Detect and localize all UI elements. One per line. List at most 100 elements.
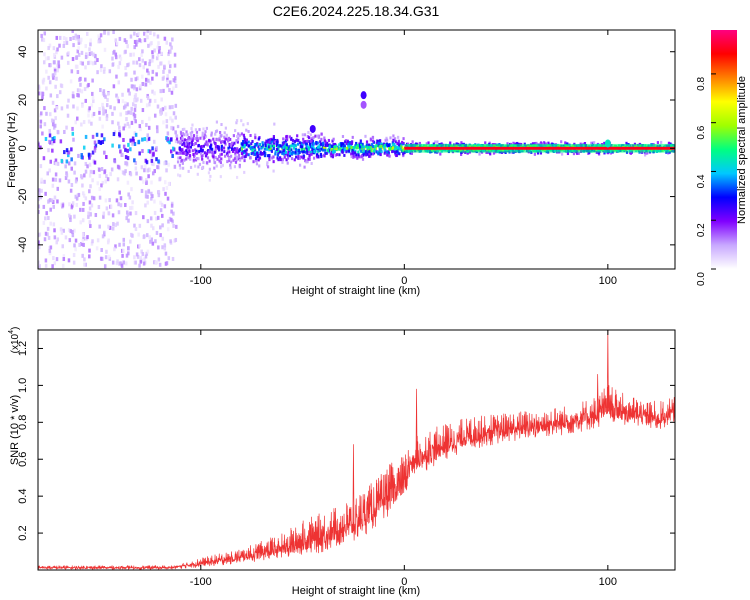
spectrogram-cell — [87, 61, 90, 66]
spectrogram-cell — [332, 137, 335, 141]
spectrogram-cell — [153, 32, 156, 37]
spectrogram-cell — [123, 38, 127, 43]
spectrogram-cell — [396, 146, 399, 150]
spectrogram-cell — [392, 138, 395, 142]
spectrogram-cell — [66, 60, 70, 65]
spectrogram-cell — [194, 128, 198, 132]
spectrogram-cell — [65, 37, 68, 42]
spectrogram-cell — [439, 152, 442, 156]
spectrogram-cell — [310, 152, 313, 156]
spectrogram-cell — [576, 151, 579, 155]
spectrogram-cell — [166, 83, 169, 88]
spectrogram-cell — [53, 108, 57, 113]
spectrogram-cell — [244, 149, 247, 153]
spectrogram-cell — [279, 144, 282, 148]
spectrogram-cell — [54, 161, 58, 166]
spectrogram-cell — [186, 140, 189, 144]
spectrogram-cell — [341, 142, 345, 146]
spectrogram-cell — [107, 254, 111, 259]
spectrogram-cell — [221, 139, 224, 143]
spectrogram-cell — [127, 88, 130, 93]
spectrogram-cell — [202, 127, 205, 131]
spectrogram-cell — [101, 124, 104, 129]
spectrogram-cell — [195, 134, 199, 138]
spectrogram-cell — [133, 255, 136, 260]
spectrogram-cell — [87, 113, 90, 118]
spectrogram-cell — [62, 36, 66, 41]
spectrogram-cell — [80, 122, 83, 127]
colorbar: 0.00.20.40.60.8 Normalized spectral ampl… — [696, 30, 748, 286]
spectrogram-cell — [227, 156, 231, 160]
spectrogram-cell — [394, 150, 397, 154]
spectrogram-cell — [317, 145, 321, 149]
snr-x-tick-label: -100 — [190, 576, 212, 588]
spectrogram-cell — [99, 256, 103, 261]
spectrogram-cell — [141, 49, 144, 54]
spectrogram-cell — [151, 194, 154, 199]
spectrogram-cell — [56, 237, 60, 242]
spectrogram-cell — [49, 63, 52, 68]
spectrogram-cell — [245, 138, 248, 142]
spectrogram-cell — [56, 94, 59, 99]
spectrogram-cell — [109, 172, 112, 177]
figure-title: C2E6.2024.225.18.34.G31 — [273, 3, 440, 19]
spectrogram-cell — [393, 147, 396, 151]
spectrogram-cell — [233, 157, 237, 161]
spectrogram-cell — [201, 131, 204, 135]
spectrogram-cell — [122, 248, 125, 253]
spectrogram-cell — [74, 33, 78, 38]
spectrogram-cell — [122, 137, 125, 142]
spectrogram-cell — [88, 47, 91, 52]
spectrogram-cell — [169, 49, 172, 54]
spectrogram-cell — [82, 120, 86, 125]
spectrogram-cell — [81, 232, 85, 237]
spectrogram-cell — [235, 175, 239, 179]
spectrogram-cell — [334, 143, 337, 147]
spectrogram-cell — [185, 157, 188, 161]
spectrogram-cell — [41, 91, 44, 96]
spectrogram-cell — [103, 66, 106, 71]
spectrogram-cell — [39, 124, 42, 129]
spectrogram-cell — [284, 144, 287, 148]
spectrogram-cell — [171, 219, 174, 224]
spectrogram-cell — [168, 216, 172, 221]
spectrogram-cell — [188, 149, 191, 153]
spectrogram-cell — [252, 160, 255, 164]
spectrogram-cell — [147, 71, 150, 76]
spectrogram-cell — [105, 103, 109, 108]
spectrogram-cell — [103, 30, 107, 35]
spectrogram-cell — [141, 108, 145, 113]
spectrogram-cell — [296, 142, 300, 146]
spectrogram-cell — [121, 92, 124, 97]
spectrogram-cell — [41, 37, 44, 42]
spectrogram-cell — [44, 56, 48, 61]
spectrogram-cell — [321, 143, 325, 147]
spectrogram-cell — [355, 141, 358, 145]
spectrogram-cell — [187, 148, 190, 152]
spectrogram-cell — [52, 222, 56, 227]
spectrogram-cell — [352, 150, 355, 154]
snr-x-tick-label: 0 — [401, 576, 407, 588]
spectrogram-cell — [127, 110, 130, 115]
spectrogram-cell — [105, 155, 108, 160]
spectrogram-cell — [64, 175, 68, 180]
spectrogram-cell — [371, 139, 375, 143]
spectrogram-cell — [43, 60, 46, 65]
spectrogram-cell — [150, 237, 154, 242]
spectrogram-cell — [236, 147, 239, 151]
spectrogram-cell — [274, 152, 277, 156]
spectrogram-cell — [316, 153, 319, 157]
spectrogram-cell — [253, 147, 256, 151]
spectrogram-cell — [146, 30, 149, 34]
spectrogram-cell — [376, 139, 379, 143]
spectrogram-cell — [124, 147, 127, 152]
spectrogram-cell — [133, 142, 137, 147]
spectrogram-cell — [319, 142, 323, 146]
spectrogram-cell — [99, 88, 102, 93]
spectrogram-cell — [233, 165, 236, 169]
spectrogram-cell — [164, 105, 167, 110]
spectrogram-cell — [151, 58, 154, 63]
spectrogram-cell — [141, 119, 144, 124]
spectrogram-cell — [102, 89, 106, 94]
spectrogram-cell — [436, 140, 439, 144]
